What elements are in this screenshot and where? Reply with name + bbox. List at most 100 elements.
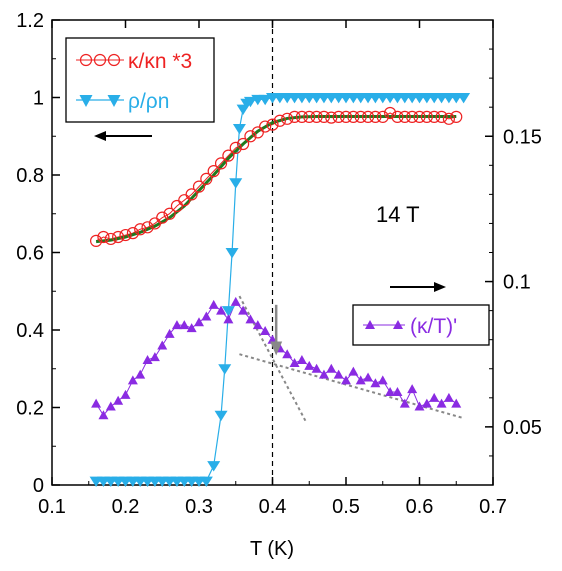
deriv-point bbox=[164, 328, 175, 338]
rho-point bbox=[457, 92, 471, 104]
deriv-point bbox=[201, 311, 212, 321]
deriv-point bbox=[451, 398, 462, 408]
kappa-point bbox=[185, 188, 198, 201]
deriv-point bbox=[304, 360, 315, 370]
legend-rho-label: ρ/ρn bbox=[128, 90, 169, 113]
deriv-point bbox=[127, 375, 138, 385]
kappa-point bbox=[97, 230, 110, 244]
deriv-point bbox=[407, 384, 418, 394]
kappa-point bbox=[266, 118, 279, 131]
kappa-point bbox=[376, 110, 389, 123]
deriv-point bbox=[318, 369, 329, 379]
deriv-point bbox=[98, 410, 109, 420]
deriv-point bbox=[194, 317, 204, 327]
legend-group: κ/κn *3 ρ/ρn (κ/T)' bbox=[65, 37, 490, 346]
deriv-point bbox=[149, 352, 160, 362]
y-left-tick-label: 0.2 bbox=[16, 398, 44, 420]
kappa-point bbox=[200, 172, 213, 185]
kappa-point bbox=[332, 110, 345, 123]
legend-deriv-label: (κ/T)' bbox=[410, 315, 457, 338]
deriv-point bbox=[282, 349, 293, 359]
deriv-point bbox=[186, 323, 197, 333]
deriv-point bbox=[171, 320, 182, 330]
deriv-point bbox=[289, 357, 300, 367]
deriv-point bbox=[91, 398, 102, 408]
kappa-point bbox=[126, 227, 139, 240]
rho-point bbox=[214, 410, 228, 422]
rho-point bbox=[225, 247, 239, 259]
deriv-point bbox=[414, 401, 425, 411]
kappa-point bbox=[214, 157, 228, 170]
deriv-point bbox=[208, 299, 219, 309]
kappa-point bbox=[406, 110, 419, 123]
legend-deriv-marker bbox=[393, 320, 403, 329]
kappa-point bbox=[288, 110, 301, 123]
rho-point bbox=[218, 364, 232, 375]
rho-line bbox=[96, 96, 464, 482]
kappa-point bbox=[420, 110, 433, 123]
rho-point bbox=[232, 123, 246, 135]
kappa-point bbox=[273, 114, 286, 127]
x-axis-title: T (K) bbox=[250, 538, 294, 560]
deriv-point bbox=[399, 398, 410, 408]
deriv-point bbox=[135, 369, 146, 379]
kappa-point bbox=[303, 110, 316, 123]
kappa-point bbox=[237, 137, 250, 151]
kappa-point bbox=[222, 149, 235, 162]
deriv-point bbox=[120, 389, 131, 399]
kappa-point bbox=[112, 230, 125, 244]
kappa-point bbox=[244, 130, 257, 143]
kappa-point bbox=[119, 228, 132, 242]
deriv-point bbox=[429, 392, 440, 402]
deriv-point bbox=[333, 369, 344, 379]
kappa-point bbox=[192, 180, 206, 193]
legend-left-box bbox=[65, 37, 215, 123]
kappa-point bbox=[89, 234, 103, 247]
kappa-point bbox=[384, 106, 397, 120]
kappa-point bbox=[442, 112, 455, 125]
guide-line-group bbox=[238, 20, 464, 485]
deriv-point bbox=[421, 398, 432, 408]
y-left-tick-label: 0.6 bbox=[16, 243, 44, 265]
kappa-point bbox=[391, 110, 404, 123]
rho-point bbox=[221, 306, 235, 317]
deriv-point bbox=[105, 401, 116, 411]
deriv-point bbox=[436, 398, 447, 408]
legend-rho-marker bbox=[79, 95, 93, 107]
kappa-point bbox=[369, 110, 382, 123]
kappa-point bbox=[163, 207, 176, 220]
kappa-point bbox=[413, 110, 426, 123]
kappa-point bbox=[207, 165, 220, 178]
right-axis-arrowhead bbox=[434, 282, 446, 292]
rho-point bbox=[229, 178, 243, 189]
legend-kappa-marker bbox=[93, 53, 107, 67]
kappa-point bbox=[295, 110, 308, 123]
kappa-point bbox=[325, 111, 338, 124]
x-tick-label: 0.2 bbox=[112, 496, 140, 518]
legend-kappa-label: κ/κn *3 bbox=[128, 50, 192, 73]
kappa-point bbox=[450, 110, 463, 123]
kappa-point bbox=[347, 110, 360, 123]
field-label: 14 T bbox=[376, 202, 420, 227]
y-left-tick-label: 0.4 bbox=[16, 320, 44, 342]
deriv-point bbox=[260, 325, 271, 335]
x-tick-label: 0.5 bbox=[332, 496, 360, 518]
deriv-point bbox=[341, 375, 351, 385]
deriv-point bbox=[385, 387, 396, 396]
y-left-tick-label: 0 bbox=[33, 475, 44, 497]
kappa-point bbox=[428, 110, 441, 123]
rho-point bbox=[207, 461, 221, 472]
y-left-tick-label: 1 bbox=[33, 88, 44, 110]
series-layer bbox=[89, 92, 471, 487]
deriv-point bbox=[245, 314, 256, 324]
kappa-point bbox=[281, 112, 294, 125]
deriv-point bbox=[113, 395, 124, 405]
tick-group: 0.1 0.2 0.3 0.4 0.5 0.6 0.7 0 0.2 0.4 0.6 0.8 1 1.2 0.… bbox=[16, 10, 542, 518]
kappa-point bbox=[361, 110, 375, 123]
deriv-point bbox=[348, 366, 359, 376]
kappa-point bbox=[156, 211, 169, 224]
deriv-point bbox=[355, 375, 366, 385]
x-tick-label: 0.3 bbox=[185, 496, 213, 518]
deriv-point bbox=[326, 363, 337, 373]
